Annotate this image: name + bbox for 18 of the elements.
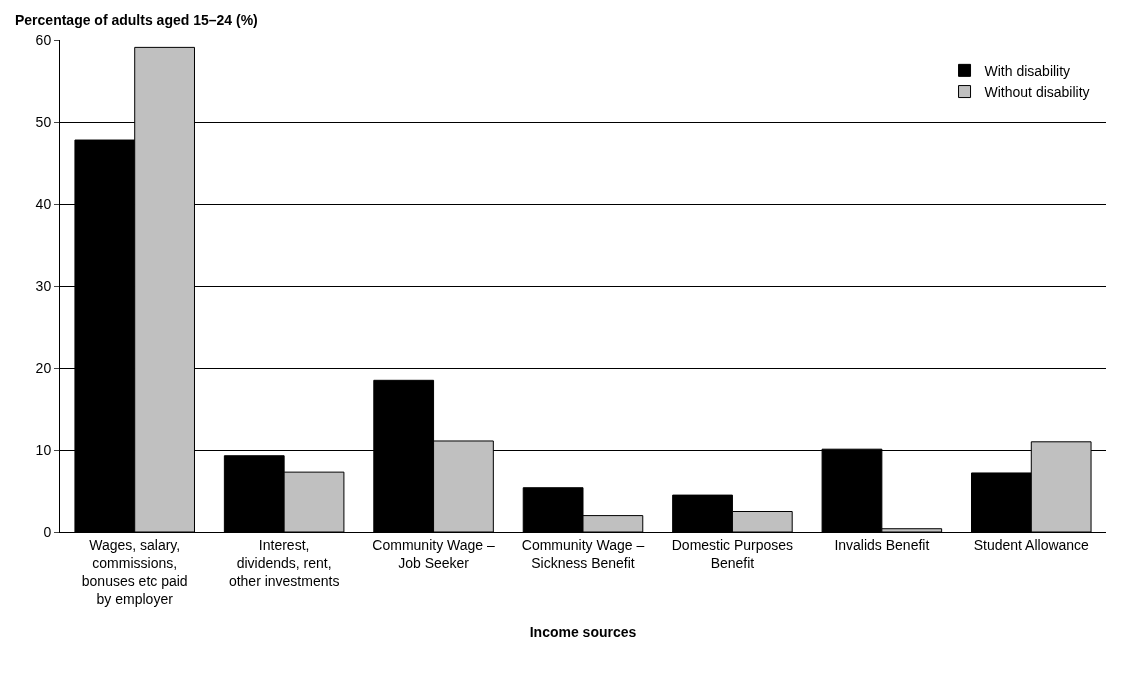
- x-tick-label: Student Allowance: [973, 536, 1090, 553]
- y-tick-label: 50: [35, 113, 52, 130]
- x-tick-label: Wages, salary, commissions, bonuses etc paid by employer: [81, 536, 188, 608]
- y-tick-label: 30: [35, 277, 52, 294]
- y-tick-label: 10: [35, 441, 52, 458]
- x-tick-label: Invalids Benefit: [834, 536, 930, 553]
- x-tick-label: Domestic Purposes Benefit: [671, 536, 794, 571]
- x-tick-label: Community Wage – Job Seeker: [372, 536, 495, 571]
- y-tick-label: 0: [43, 523, 52, 540]
- y-tick-label: 20: [35, 359, 52, 376]
- y-tick-label: 40: [35, 195, 52, 212]
- y-tick-label: 60: [35, 31, 52, 48]
- x-axis-title: Income sources: [529, 623, 637, 640]
- legend-label: Without disability: [984, 84, 1090, 101]
- y-axis-title: Percentage of adults aged 15–24 (%): [15, 12, 258, 28]
- x-tick-label: Interest, dividends, rent, other investments: [228, 536, 340, 590]
- x-tick-label: Community Wage – Sickness Benefit: [521, 536, 645, 571]
- legend-label: With disability: [984, 62, 1071, 79]
